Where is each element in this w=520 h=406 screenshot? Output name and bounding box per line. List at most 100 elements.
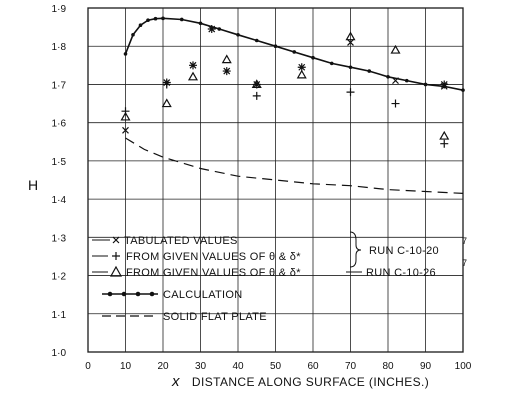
calculation-point bbox=[146, 18, 150, 23]
data-point-asterisk bbox=[162, 78, 171, 87]
legend-label-tabulated: TABULATED VALUES bbox=[124, 235, 238, 247]
x-tick-label: 40 bbox=[232, 361, 244, 372]
data-point-triangle bbox=[345, 31, 356, 41]
y-tick-label: 1·2 bbox=[52, 272, 67, 283]
calculation-point bbox=[161, 16, 165, 21]
legend-entry-tabulated: TABULATED VALUES bbox=[92, 235, 238, 247]
legend-label-flat-plate: SOLID FLAT PLATE bbox=[163, 311, 267, 323]
legend-dot-3 bbox=[135, 291, 141, 297]
legend-marker-triangle bbox=[109, 265, 123, 277]
calculation-point bbox=[329, 61, 334, 66]
run-brace: RUN C-10-20 7 bbox=[349, 231, 467, 268]
data-point-asterisk bbox=[252, 80, 261, 89]
calculation-point bbox=[461, 88, 465, 92]
calculation-point bbox=[217, 27, 222, 31]
calculation-point bbox=[236, 32, 240, 37]
x-tick-label: 20 bbox=[157, 361, 169, 372]
legend-label-calculation: CALCULATION bbox=[163, 289, 243, 301]
legend-marker-x bbox=[112, 236, 120, 244]
calculation-point bbox=[311, 55, 315, 60]
data-point-plus bbox=[346, 88, 355, 97]
data-point-asterisk bbox=[222, 67, 231, 76]
x-tick-label: 80 bbox=[382, 361, 394, 372]
x-axis-symbol: x bbox=[171, 373, 180, 390]
y-tick-label: 1·0 bbox=[52, 348, 67, 359]
plot-grid bbox=[87, 7, 464, 353]
data-point-triangle bbox=[120, 111, 131, 121]
legend-entry-triangle: FROM GIVEN VALUES OF θ & δ* RUN C-10-26 … bbox=[92, 258, 467, 279]
legend-entry-plus: FROM GIVEN VALUES OF θ & δ* bbox=[92, 251, 301, 263]
series-dotline bbox=[123, 16, 465, 92]
data-series bbox=[120, 16, 465, 194]
calculation-point bbox=[123, 52, 128, 56]
data-point-plus bbox=[440, 139, 449, 148]
calculation-point bbox=[423, 82, 428, 87]
data-point-asterisk bbox=[440, 80, 449, 89]
y-tick-label: 1·9 bbox=[52, 4, 67, 15]
y-axis-label: H bbox=[28, 177, 38, 193]
x-tick-label: 100 bbox=[455, 361, 472, 372]
x-tick-label: 0 bbox=[85, 361, 91, 372]
x-tick-label: 10 bbox=[120, 361, 132, 372]
flat-plate-line bbox=[125, 137, 464, 194]
calculation-point bbox=[153, 16, 158, 21]
data-point-triangle bbox=[439, 130, 450, 140]
x-tick-label: 30 bbox=[195, 361, 207, 372]
data-point-triangle bbox=[390, 44, 401, 54]
calculation-point bbox=[386, 75, 390, 79]
legend-dot-1 bbox=[107, 291, 113, 297]
legend-entry-flat-plate: SOLID FLAT PLATE bbox=[102, 311, 267, 323]
calculation-point bbox=[404, 78, 409, 83]
brace-icon bbox=[349, 231, 362, 268]
legend-marker-plus bbox=[112, 252, 120, 260]
y-tick-label: 1·7 bbox=[52, 80, 67, 91]
run-label-2: RUN C-10-26 bbox=[366, 267, 436, 279]
legend-label-plus: FROM GIVEN VALUES OF θ & δ* bbox=[126, 251, 301, 263]
series-dash bbox=[125, 137, 464, 194]
y-tick-label: 1·4 bbox=[52, 195, 67, 206]
x-tick-label: 50 bbox=[270, 361, 282, 372]
x-axis-label: x DISTANCE ALONG SURFACE (INCHES.) bbox=[171, 373, 429, 390]
data-point-triangle bbox=[161, 98, 172, 108]
data-point-x bbox=[122, 126, 129, 134]
x-tick-label: 60 bbox=[307, 361, 319, 372]
data-point-asterisk bbox=[207, 25, 216, 34]
run-label-1-sup: 7 bbox=[462, 236, 467, 246]
x-tick-label: 90 bbox=[420, 361, 432, 372]
calculation-point bbox=[273, 44, 278, 49]
y-tick-label: 1·1 bbox=[52, 310, 67, 321]
data-point-triangle bbox=[296, 69, 307, 79]
y-tick-label: 1·6 bbox=[52, 119, 67, 130]
calculation-point bbox=[367, 69, 372, 73]
calculation-point bbox=[442, 84, 447, 89]
legend-dot-2 bbox=[121, 291, 127, 297]
legend: TABULATED VALUES FROM GIVEN VALUES OF θ … bbox=[92, 231, 467, 323]
legend-dot-4 bbox=[149, 291, 155, 297]
data-point-x bbox=[347, 38, 354, 46]
series-asterisk bbox=[162, 25, 449, 89]
calculation-point bbox=[348, 65, 353, 70]
x-axis-text: DISTANCE ALONG SURFACE (INCHES.) bbox=[192, 375, 429, 389]
y-tick-label: 1·5 bbox=[52, 157, 67, 168]
data-point-plus bbox=[252, 91, 261, 100]
run-label-1: RUN C-10-20 bbox=[369, 245, 439, 257]
calculation-point bbox=[254, 38, 259, 43]
data-point-asterisk bbox=[297, 63, 306, 72]
tick-labels: 0 10 20 30 40 50 60 70 80 90 100 1·0 1·1 1·2 1·3 1·4 1·5… bbox=[52, 4, 472, 372]
data-point-triangle bbox=[187, 71, 199, 81]
calculation-line bbox=[124, 17, 464, 91]
data-point-triangle bbox=[221, 54, 232, 64]
x-tick-label: 70 bbox=[345, 361, 357, 372]
data-point-asterisk bbox=[189, 61, 197, 70]
legend-label-triangle: FROM GIVEN VALUES OF θ & δ* bbox=[126, 267, 301, 279]
calculation-point bbox=[198, 21, 203, 26]
legend-entry-calculation: CALCULATION bbox=[102, 289, 243, 301]
calculation-point bbox=[138, 23, 143, 28]
run-label-2-sup: 7 bbox=[462, 258, 467, 268]
y-tick-label: 1·8 bbox=[52, 42, 67, 53]
series-plus bbox=[121, 80, 449, 148]
calculation-point bbox=[179, 17, 184, 22]
calculation-point bbox=[131, 32, 135, 37]
y-tick-label: 1·3 bbox=[52, 233, 67, 244]
